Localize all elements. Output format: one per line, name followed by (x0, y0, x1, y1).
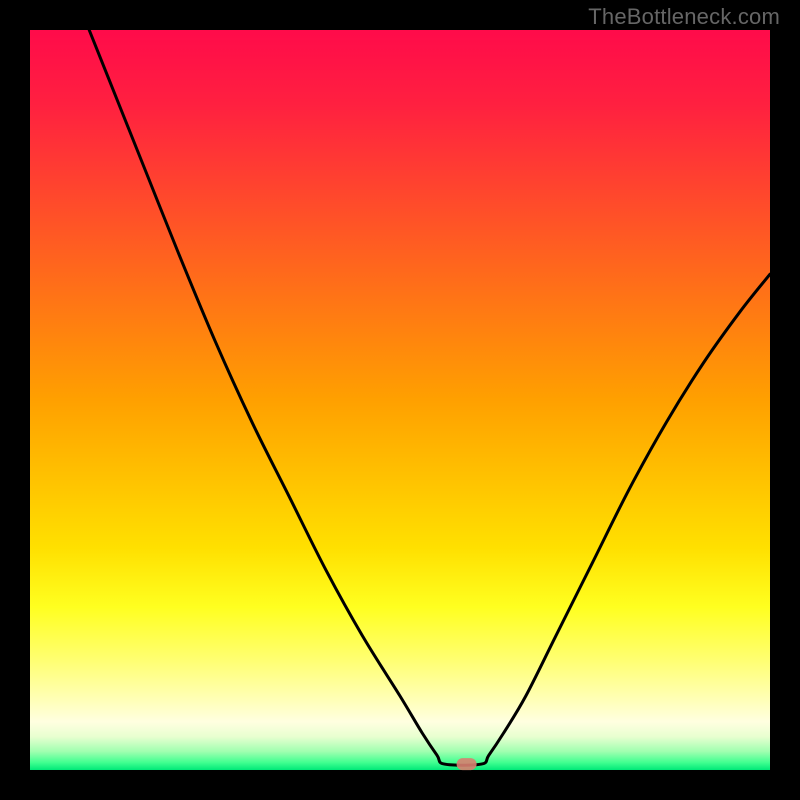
watermark-text: TheBottleneck.com (588, 4, 780, 30)
optimal-marker (457, 758, 477, 770)
plot-gradient-background (30, 30, 770, 770)
chart-container: TheBottleneck.com (0, 0, 800, 800)
chart-svg (0, 0, 800, 800)
